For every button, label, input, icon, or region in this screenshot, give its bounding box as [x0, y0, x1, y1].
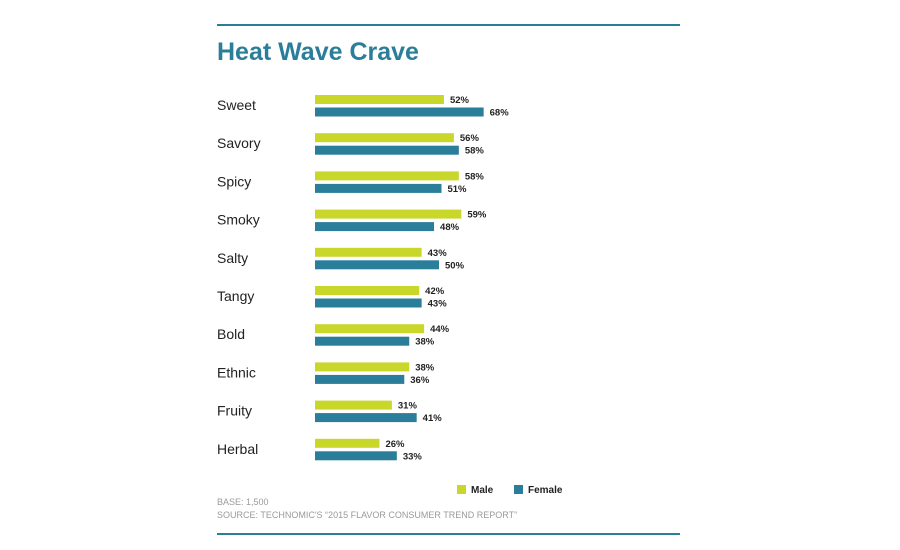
bar-male	[315, 133, 454, 143]
bar-male	[315, 95, 444, 104]
bar-female	[315, 183, 442, 193]
value-label-female: 33%	[403, 451, 423, 462]
category-label: Fruity	[217, 403, 252, 419]
bar-male	[315, 362, 410, 372]
value-label-male: 43%	[428, 248, 448, 259]
bar-male	[315, 438, 380, 448]
value-label-male: 26%	[385, 439, 405, 450]
bar-female	[315, 451, 397, 461]
category-label: Savory	[217, 135, 261, 151]
bar-female	[315, 298, 422, 308]
category-label: Salty	[217, 250, 248, 266]
bar-female	[315, 145, 459, 155]
bar-male	[315, 171, 459, 181]
legend-label-male: Male	[471, 485, 494, 496]
legend: Male Female	[457, 485, 563, 496]
bar-female	[315, 413, 417, 423]
value-label-female: 68%	[490, 108, 510, 119]
value-label-female: 58%	[465, 146, 485, 157]
category-label: Spicy	[217, 173, 251, 189]
category-label: Sweet	[217, 97, 256, 113]
value-label-male: 56%	[460, 133, 480, 144]
value-label-male: 59%	[467, 210, 487, 221]
bar-female	[315, 260, 439, 270]
bar-female	[315, 336, 410, 346]
bar-male	[315, 286, 420, 295]
category-label: Smoky	[217, 212, 260, 228]
legend-label-female: Female	[528, 485, 563, 496]
value-label-male: 31%	[398, 401, 418, 412]
source-note: SOURCE: TECHNOMIC'S “2015 FLAVOR CONSUME…	[217, 510, 517, 520]
chart-title: Heat Wave Crave	[217, 38, 419, 66]
value-label-male: 42%	[425, 286, 445, 297]
bar-male	[315, 209, 462, 219]
bar-female	[315, 374, 405, 384]
value-label-female: 43%	[428, 299, 448, 310]
value-label-female: 41%	[423, 413, 443, 424]
category-label: Ethnic	[217, 364, 256, 380]
bar-male	[315, 400, 392, 410]
value-label-female: 36%	[410, 375, 430, 386]
category-label: Bold	[217, 326, 245, 342]
value-label-female: 51%	[447, 184, 467, 195]
value-label-male: 38%	[415, 362, 435, 373]
bar-female	[315, 107, 484, 117]
category-label: Tangy	[217, 288, 254, 304]
value-label-female: 48%	[440, 222, 460, 233]
bar-male	[315, 324, 425, 334]
category-label: Herbal	[217, 441, 258, 457]
legend-swatch-male	[457, 485, 466, 494]
base-note: BASE: 1,500	[217, 497, 269, 507]
bar-male	[315, 247, 422, 257]
value-label-male: 58%	[465, 171, 485, 182]
value-label-female: 38%	[415, 337, 435, 348]
value-label-female: 50%	[445, 260, 465, 271]
bar-group: Sweet 52% 68% Savory 56% 58% Spicy 58% 51% Smoky 5…	[217, 95, 509, 462]
value-label-male: 44%	[430, 324, 450, 335]
value-label-male: 52%	[450, 95, 470, 106]
legend-swatch-female	[514, 485, 523, 494]
bar-female	[315, 222, 435, 232]
